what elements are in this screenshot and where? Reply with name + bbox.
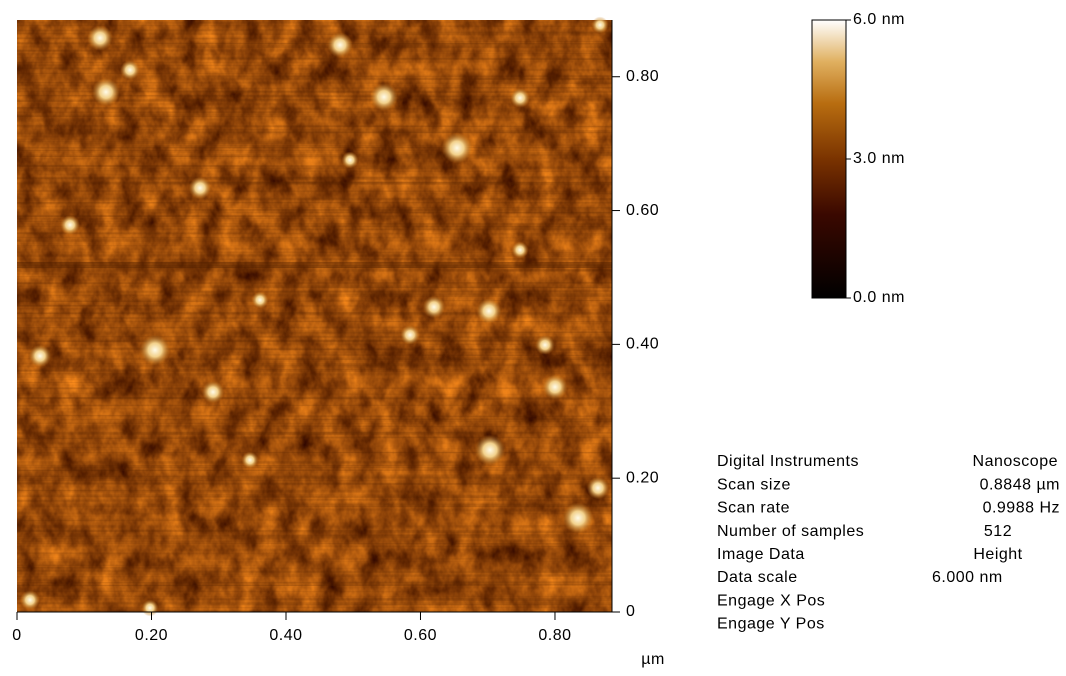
info-value: 0.8848 µm [980,476,1060,493]
info-value: 512 [984,523,1012,540]
info-value: 6.000 nm [932,569,1003,586]
particle [422,295,446,319]
info-label: Number of samples [717,523,864,540]
particle [120,60,140,80]
colorbar-label: 6.0 nm [853,11,905,28]
particle [535,335,555,355]
particle [327,32,353,58]
particle [591,16,609,34]
x-axis-unit: µm [641,651,665,668]
particle [341,151,359,169]
info-label: Image Data [717,546,805,563]
x-tick-label: 0 [12,627,21,644]
particle [474,434,506,466]
particle [87,25,113,51]
particle [510,88,530,108]
particle [188,176,212,200]
particle [201,380,225,404]
info-label: Data scale [717,569,798,586]
x-tick-label: 0.40 [269,627,302,644]
particle [251,291,269,309]
y-tick-label: 0.60 [626,202,659,219]
particle [476,298,502,324]
info-label: Scan rate [717,500,790,517]
y-tick-label: 0.20 [626,469,659,486]
colorbar [811,19,847,299]
colorbar-label: 0.0 nm [853,289,905,306]
info-label: Scan size [717,476,791,493]
info-value: 0.9988 Hz [983,500,1060,517]
info-label: Engage Y Pos [717,616,825,633]
particle [562,502,594,534]
particle [141,599,159,617]
particle [542,374,568,400]
x-tick-label: 0.20 [135,627,168,644]
x-tick-label: 0.60 [404,627,437,644]
particle [400,325,420,345]
particle [92,78,120,106]
particle [20,590,40,610]
particle [586,476,610,500]
afm-image [17,16,612,617]
info-label: Digital Instruments [717,453,859,470]
info-value: Nanoscope [973,453,1058,470]
particle [441,132,473,164]
particle [370,83,398,111]
y-tick-label: 0.80 [626,68,659,85]
y-tick-label: 0 [626,603,635,620]
particle [241,451,259,469]
particle [28,344,52,368]
x-tick-label: 0.80 [538,627,571,644]
colorbar-label: 3.0 nm [853,150,905,167]
particle [139,334,171,366]
particle [511,241,529,259]
info-value: Height [973,546,1022,563]
info-label: Engage X Pos [717,592,825,609]
particle [60,215,80,235]
y-tick-label: 0.40 [626,336,659,353]
